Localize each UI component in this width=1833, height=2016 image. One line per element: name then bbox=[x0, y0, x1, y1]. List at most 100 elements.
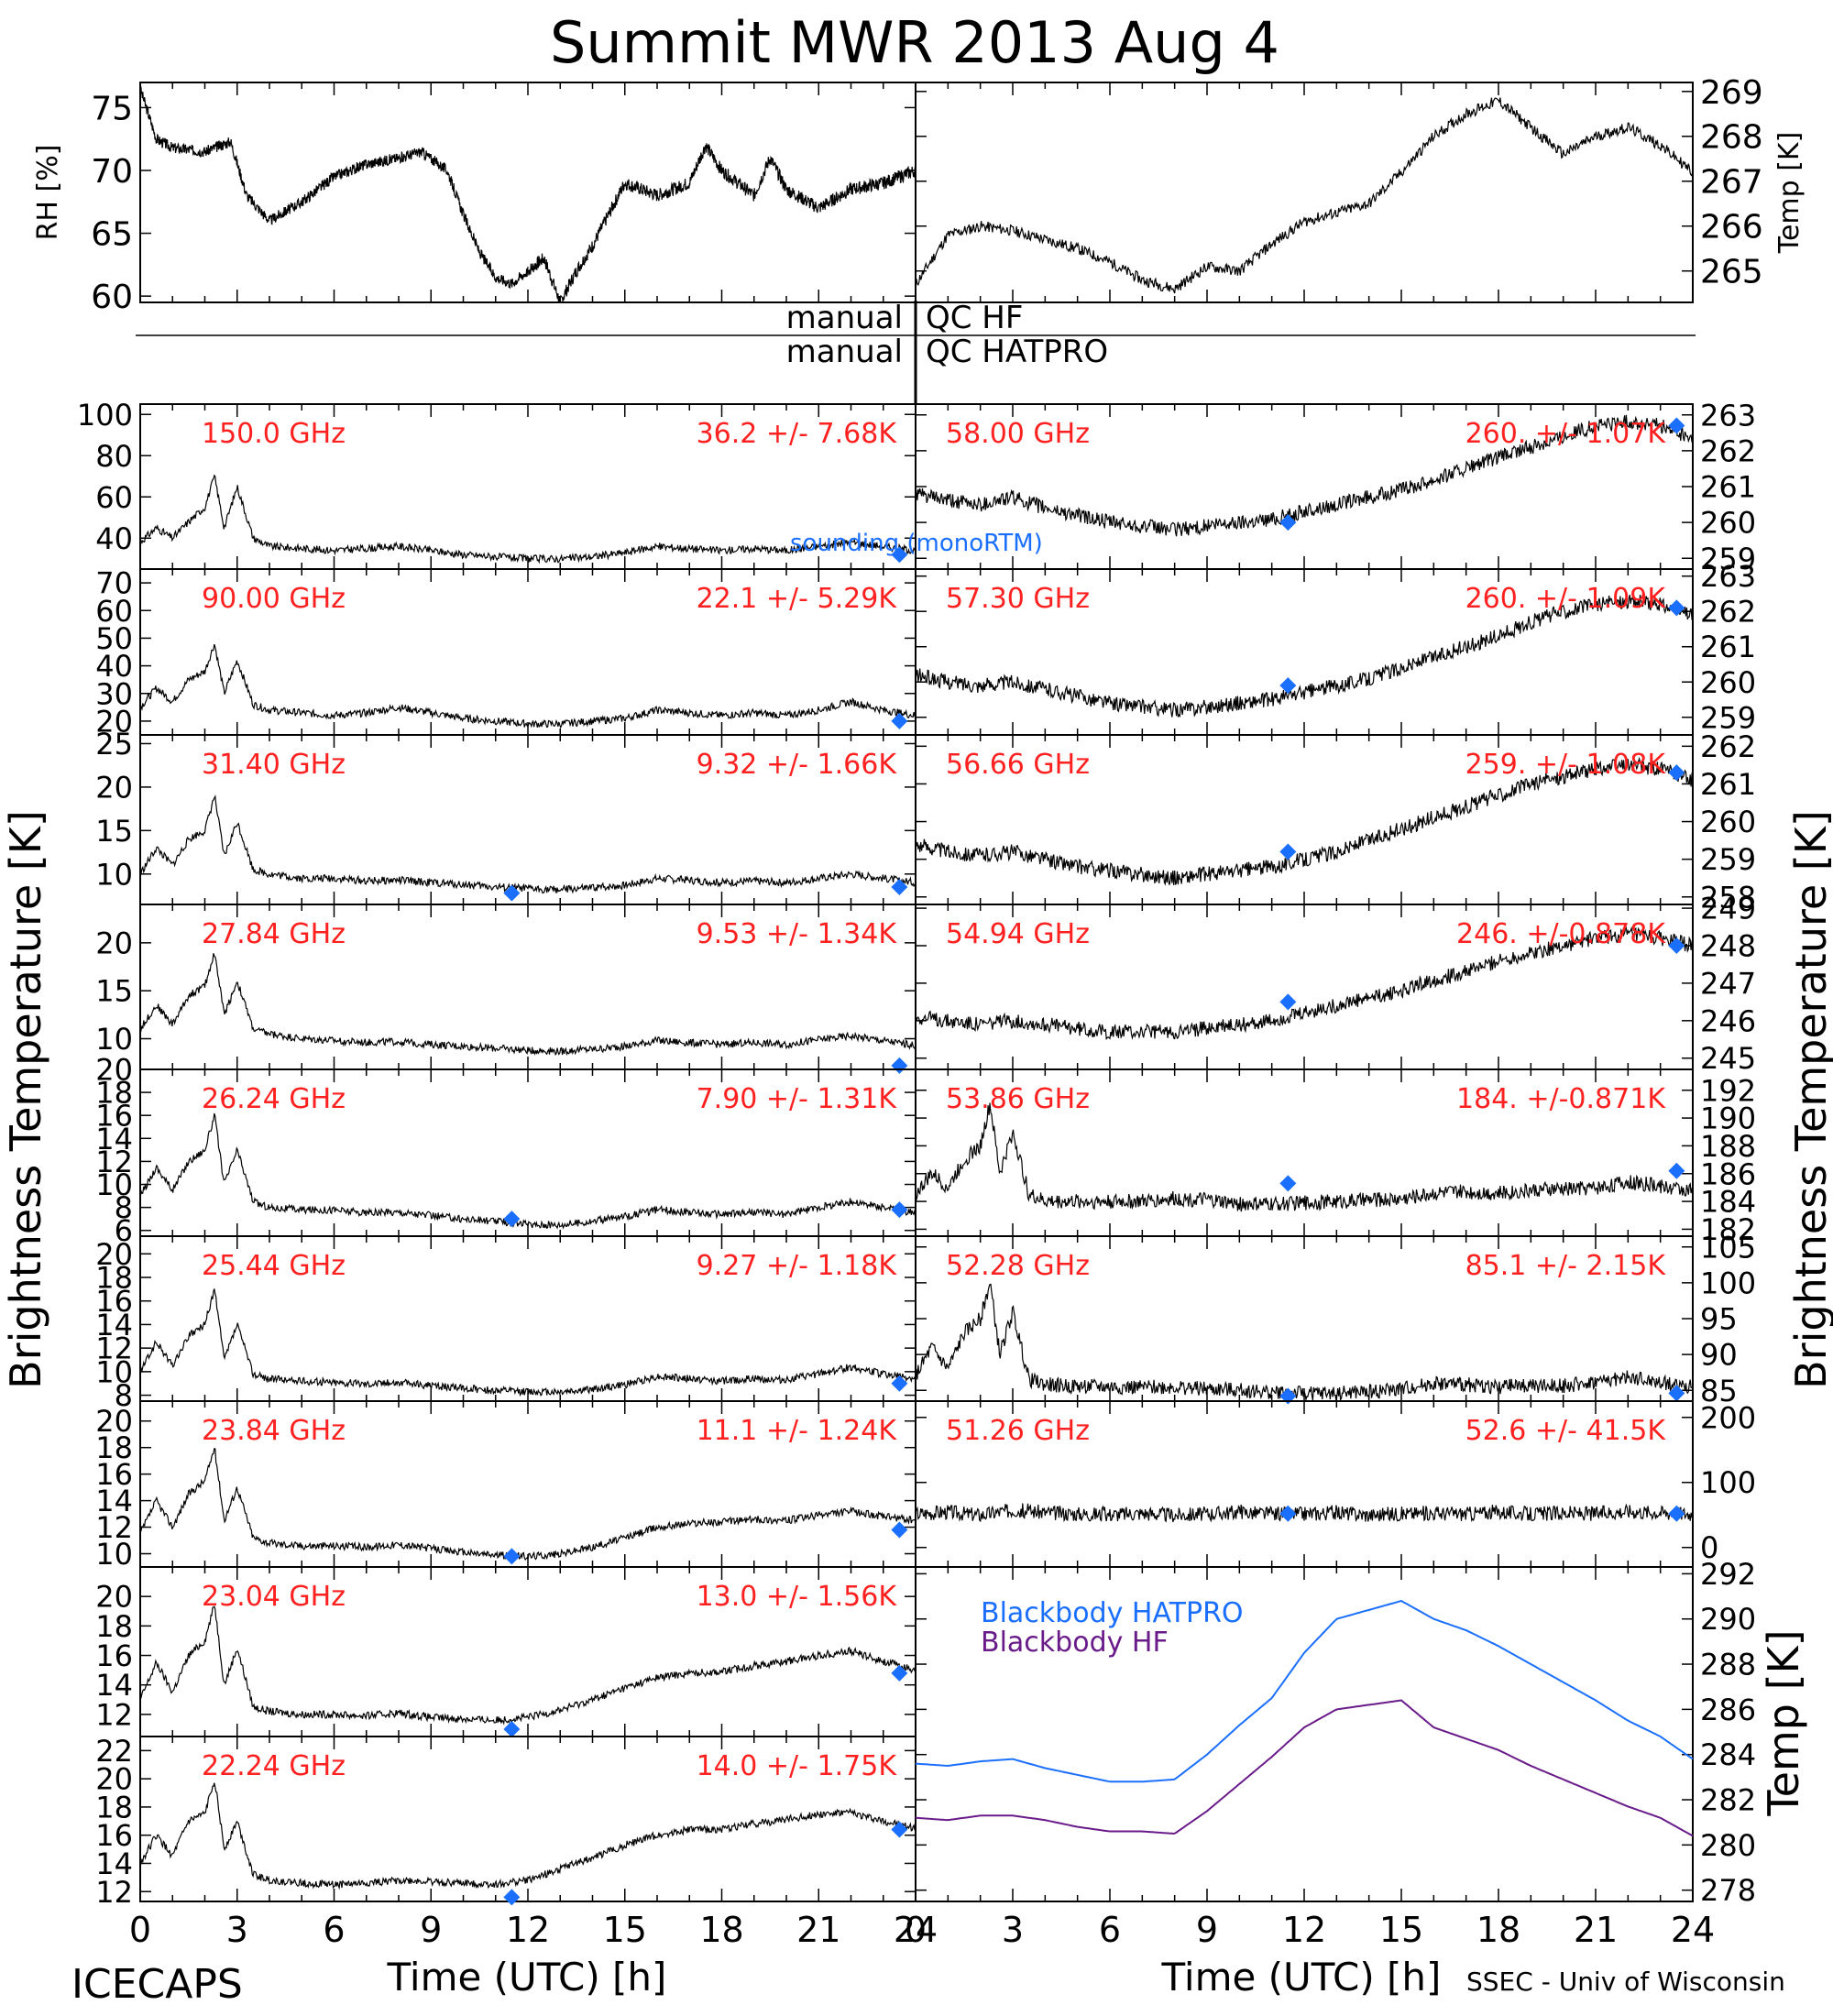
y-tick-label: 10 bbox=[95, 1167, 133, 1202]
y-tick-label: 60 bbox=[91, 279, 133, 316]
qc-hf-right: QC HF bbox=[926, 300, 1023, 336]
trace-line bbox=[915, 1283, 1694, 1402]
right-y-axis-title: Brightness Temperature [K] bbox=[1786, 810, 1833, 1389]
y-tick-label: 40 bbox=[95, 521, 133, 556]
channel-stats: 14.0 +/- 1.75K bbox=[697, 1750, 898, 1782]
trace-line bbox=[915, 97, 1694, 294]
trace-line bbox=[139, 474, 916, 564]
channel-label: 53.86 GHz bbox=[946, 1083, 1090, 1115]
y-tick-label: 265 bbox=[1700, 254, 1763, 291]
y-tick-label: 20 bbox=[95, 926, 133, 960]
y-tick-label: 261 bbox=[1700, 470, 1756, 505]
y-tick-label: 70 bbox=[91, 153, 133, 191]
y-tick-label: 75 bbox=[91, 90, 133, 127]
trace-line bbox=[915, 926, 1694, 1040]
y-tick-label: 246 bbox=[1700, 1003, 1756, 1038]
y-tick-label: 15 bbox=[95, 974, 133, 1009]
sounding-marker bbox=[503, 884, 521, 902]
y-tick-label: 8 bbox=[115, 1378, 133, 1413]
channel-label: 25.44 GHz bbox=[202, 1250, 346, 1282]
y-tick-label: 18 bbox=[95, 1609, 133, 1644]
y-tick-label: 15 bbox=[95, 814, 133, 849]
x-tick-label: 15 bbox=[603, 1910, 647, 1950]
channel-stats: 7.90 +/- 1.31K bbox=[697, 1083, 898, 1115]
channel-stats: 22.1 +/- 5.29K bbox=[697, 583, 898, 615]
trace-line bbox=[140, 1605, 916, 1726]
y-tick-label: 14 bbox=[95, 1308, 133, 1342]
series-line-0 bbox=[915, 1599, 1694, 1783]
trace-line bbox=[139, 1288, 916, 1397]
y-tick-label: 262 bbox=[1700, 433, 1756, 468]
sounding-marker bbox=[891, 1375, 908, 1392]
x-tick-label: 21 bbox=[1574, 1910, 1618, 1950]
y-tick-label: 10 bbox=[95, 1354, 133, 1389]
sounding-marker bbox=[1279, 843, 1297, 860]
sounding-marker bbox=[1279, 514, 1297, 531]
y-tick-label: 60 bbox=[95, 594, 133, 629]
sounding-marker bbox=[891, 879, 908, 896]
x-tick-label: 9 bbox=[1196, 1910, 1218, 1950]
y-tick-label: 247 bbox=[1700, 966, 1756, 1001]
left-x-axis-title: Time (UTC) [h] bbox=[387, 1955, 667, 2000]
series-line-1 bbox=[915, 1699, 1694, 1837]
y-tick-label: 249 bbox=[1700, 892, 1756, 926]
y-tick-label: 284 bbox=[1700, 1737, 1756, 1772]
y-tick-label: 100 bbox=[1700, 1265, 1756, 1300]
y-tick-label: 282 bbox=[1700, 1783, 1756, 1818]
channel-label: 51.26 GHz bbox=[946, 1415, 1090, 1447]
channel-label: 57.30 GHz bbox=[946, 583, 1090, 615]
x-tick-label: 12 bbox=[506, 1910, 550, 1950]
y-tick-label: 263 bbox=[1700, 559, 1756, 594]
channel-stats: 52.6 +/- 41.5K bbox=[1465, 1415, 1667, 1447]
y-tick-label: 50 bbox=[95, 621, 133, 656]
y-tick-label: 20 bbox=[95, 704, 133, 739]
legend-hf: Blackbody HF bbox=[981, 1627, 1169, 1659]
sounding-marker bbox=[1279, 1505, 1297, 1522]
x-tick-label: 15 bbox=[1379, 1910, 1423, 1950]
x-tick-label: 6 bbox=[323, 1910, 345, 1950]
y-tick-label: 260 bbox=[1700, 805, 1756, 839]
trace-line bbox=[915, 414, 1694, 537]
channel-stats: 13.0 +/- 1.56K bbox=[697, 1581, 898, 1613]
trace-line bbox=[915, 756, 1694, 886]
trace-line bbox=[915, 1102, 1694, 1212]
y-tick-label: 286 bbox=[1700, 1693, 1756, 1727]
y-tick-label: 261 bbox=[1700, 767, 1756, 802]
trace-line bbox=[139, 643, 916, 729]
y-tick-label: 288 bbox=[1700, 1648, 1756, 1682]
footer-icecaps: ICECAPS bbox=[71, 1961, 243, 2008]
y-tick-label: 14 bbox=[95, 1668, 133, 1703]
trace-line bbox=[139, 794, 916, 894]
sounding-marker bbox=[1668, 599, 1685, 617]
y-tick-label: 16 bbox=[95, 1457, 133, 1492]
x-tick-label: 21 bbox=[796, 1910, 840, 1950]
x-tick-label: 6 bbox=[1099, 1910, 1121, 1950]
y-tick-label: 261 bbox=[1700, 630, 1756, 664]
sounding-marker bbox=[1668, 1385, 1685, 1402]
right-x-axis-title: Time (UTC) [h] bbox=[1161, 1955, 1442, 2000]
trace-line bbox=[915, 1503, 1694, 1523]
channel-label: 27.84 GHz bbox=[202, 918, 346, 950]
y-tick-label: 188 bbox=[1700, 1129, 1756, 1164]
y-tick-label: 186 bbox=[1700, 1156, 1756, 1191]
y-tick-label: 100 bbox=[1700, 1465, 1756, 1500]
y-tick-label: 18 bbox=[95, 1430, 133, 1465]
left-y-axis-title: Brightness Temperature [K] bbox=[1, 810, 50, 1389]
y-tick-label: 260 bbox=[1700, 665, 1756, 700]
y-tick-label: 70 bbox=[95, 566, 133, 601]
y-tick-label: 60 bbox=[95, 480, 133, 515]
trace-line bbox=[527, 143, 916, 302]
x-tick-label: 18 bbox=[699, 1910, 743, 1950]
channel-label: 31.40 GHz bbox=[202, 749, 346, 781]
sounding-marker bbox=[503, 1889, 521, 1906]
sounding-marker bbox=[1279, 1175, 1297, 1192]
y-tick-label: 20 bbox=[95, 1762, 133, 1797]
channel-label: 23.84 GHz bbox=[202, 1415, 346, 1447]
sounding-marker bbox=[891, 1821, 908, 1838]
legend-hatpro: Blackbody HATPRO bbox=[981, 1597, 1244, 1629]
